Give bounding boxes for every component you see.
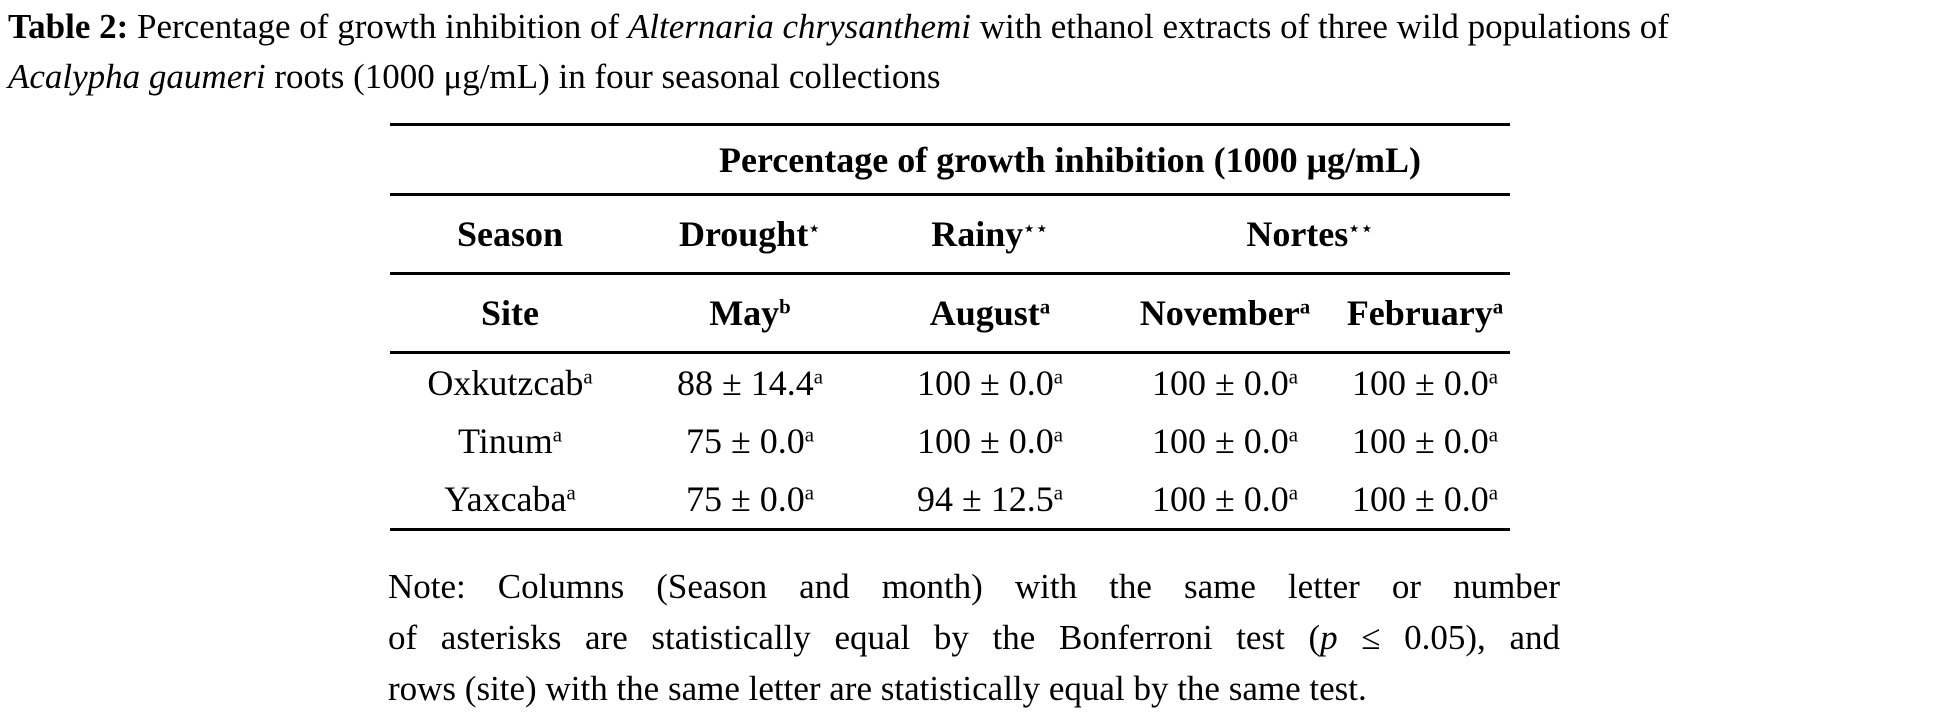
site-superscript: a	[566, 480, 576, 505]
value-cell: 100 ± 0.0a	[1110, 470, 1340, 530]
value-cell: 100 ± 0.0a	[1340, 353, 1510, 413]
value-cell: 88 ± 14.4a	[630, 353, 870, 413]
site-name-cell: Oxkutzcaba	[390, 353, 630, 413]
value-superscript: a	[1288, 422, 1299, 447]
value: 100 ± 0.0	[916, 363, 1054, 403]
span-header-cell: Percentage of growth inhibition (1000 μg…	[630, 124, 1511, 196]
note-line-1: Note: Columns (Season and month) with th…	[388, 567, 1560, 606]
value: 100 ± 0.0	[1151, 421, 1289, 461]
empty-corner-cell	[390, 124, 630, 196]
value: 100 ± 0.0	[1352, 363, 1489, 403]
value-cell: 100 ± 0.0a	[870, 412, 1110, 470]
month-november-label: November	[1139, 293, 1300, 333]
august-superscript: a	[1039, 294, 1051, 319]
value-cell: 100 ± 0.0a	[1340, 412, 1510, 470]
value: 100 ± 0.0	[1352, 421, 1489, 461]
value-superscript: a	[1488, 480, 1499, 505]
value-cell: 94 ± 12.5a	[870, 470, 1110, 530]
value: 88 ± 14.4	[676, 363, 814, 403]
value: 100 ± 0.0	[1151, 363, 1289, 403]
season-nortes-label: Nortes	[1246, 214, 1349, 254]
value: 75 ± 0.0	[685, 421, 805, 461]
site-label-cell: Site	[390, 273, 630, 354]
results-table: Percentage of growth inhibition (1000 μg…	[390, 123, 1511, 531]
table-row-tinum: Tinuma 75 ± 0.0a 100 ± 0.0a 100 ± 0.0a 1…	[390, 412, 1510, 470]
february-superscript: a	[1492, 294, 1504, 319]
season-drought-label: Drought	[678, 214, 809, 254]
caption-text-3: roots (1000 μg/mL) in four seasonal coll…	[265, 57, 941, 96]
site-superscript: a	[583, 364, 593, 389]
value-superscript: a	[1053, 480, 1064, 505]
caption-text-2: with ethanol extracts of three wild popu…	[971, 7, 1669, 46]
month-february-label: February	[1346, 293, 1493, 333]
nortes-asterisks: ⋆⋆	[1348, 218, 1374, 240]
value-superscript: a	[813, 364, 824, 389]
site-name-cell: Tinuma	[390, 412, 630, 470]
value-cell: 100 ± 0.0a	[1110, 353, 1340, 413]
month-may-label: May	[709, 293, 780, 333]
p-value-symbol: p	[1320, 618, 1338, 657]
month-february-cell: Februarya	[1340, 273, 1511, 354]
value-superscript: a	[1488, 422, 1499, 447]
rainy-asterisks: ⋆⋆	[1023, 218, 1049, 240]
value-superscript: a	[804, 422, 815, 447]
site-name: Oxkutzcab	[427, 363, 584, 403]
value-superscript: a	[1288, 364, 1299, 389]
note-line-2: of asterisks are statistically equal by …	[388, 612, 1560, 663]
month-august-label: August	[929, 293, 1040, 333]
month-november-cell: Novembera	[1110, 273, 1340, 354]
season-nortes-cell: Nortes⋆⋆	[1110, 194, 1511, 275]
table-row-oxkutzcab: Oxkutzcaba 88 ± 14.4a 100 ± 0.0a 100 ± 0…	[390, 353, 1510, 413]
table-row-yaxcaba: Yaxcabaa 75 ± 0.0a 94 ± 12.5a 100 ± 0.0a…	[390, 470, 1510, 530]
season-label-cell: Season	[390, 194, 630, 275]
note-line-2-end: ≤ 0.05), and	[1337, 618, 1560, 657]
value: 100 ± 0.0	[1352, 479, 1489, 519]
span-header-row: Percentage of growth inhibition (1000 μg…	[390, 124, 1511, 196]
value-cell: 100 ± 0.0a	[870, 353, 1110, 413]
value-superscript: a	[804, 480, 815, 505]
season-rainy-label: Rainy	[931, 214, 1024, 254]
value: 94 ± 12.5	[916, 479, 1054, 519]
value-cell: 100 ± 0.0a	[1110, 412, 1340, 470]
site-name: Tinum	[458, 421, 553, 461]
season-drought-cell: Drought⋆	[630, 194, 870, 275]
season-header-row: Season Drought⋆ Rainy⋆⋆ Nortes⋆⋆	[390, 194, 1511, 275]
month-may-cell: Mayb	[630, 273, 870, 354]
site-name-cell: Yaxcabaa	[390, 470, 630, 530]
site-name: Yaxcaba	[444, 479, 567, 519]
caption-text-1: Percentage of growth inhibition of	[128, 7, 628, 46]
table-caption: Table 2: Percentage of growth inhibition…	[8, 2, 1956, 102]
value: 100 ± 0.0	[916, 421, 1054, 461]
value-cell: 75 ± 0.0a	[630, 412, 870, 470]
drought-asterisk: ⋆	[808, 218, 822, 240]
value: 75 ± 0.0	[685, 479, 805, 519]
may-superscript: b	[779, 294, 791, 319]
value-superscript: a	[1053, 364, 1064, 389]
site-header-row: Site Mayb Augusta Novembera Februarya	[390, 273, 1511, 354]
species-name-1: Alternaria chrysanthemi	[627, 7, 972, 46]
caption-line-1: Table 2: Percentage of growth inhibition…	[8, 2, 1956, 52]
value: 100 ± 0.0	[1151, 479, 1289, 519]
note-line-3: rows (site) with the same letter are sta…	[388, 669, 1367, 708]
value-cell: 100 ± 0.0a	[1340, 470, 1510, 530]
table-note: Note: Columns (Season and month) with th…	[388, 561, 1560, 714]
value-cell: 75 ± 0.0a	[630, 470, 870, 530]
november-superscript: a	[1299, 294, 1311, 319]
value-superscript: a	[1488, 364, 1499, 389]
value-superscript: a	[1288, 480, 1299, 505]
caption-line-2: Acalypha gaumeri roots (1000 μg/mL) in f…	[8, 52, 1956, 102]
caption-label: Table 2:	[8, 7, 129, 46]
species-name-2: Acalypha gaumeri	[8, 57, 266, 96]
month-august-cell: Augusta	[870, 273, 1110, 354]
value-superscript: a	[1053, 422, 1064, 447]
note-line-2-text: of asterisks are statistically equal by …	[388, 618, 1321, 657]
season-rainy-cell: Rainy⋆⋆	[870, 194, 1110, 275]
site-superscript: a	[552, 422, 562, 447]
